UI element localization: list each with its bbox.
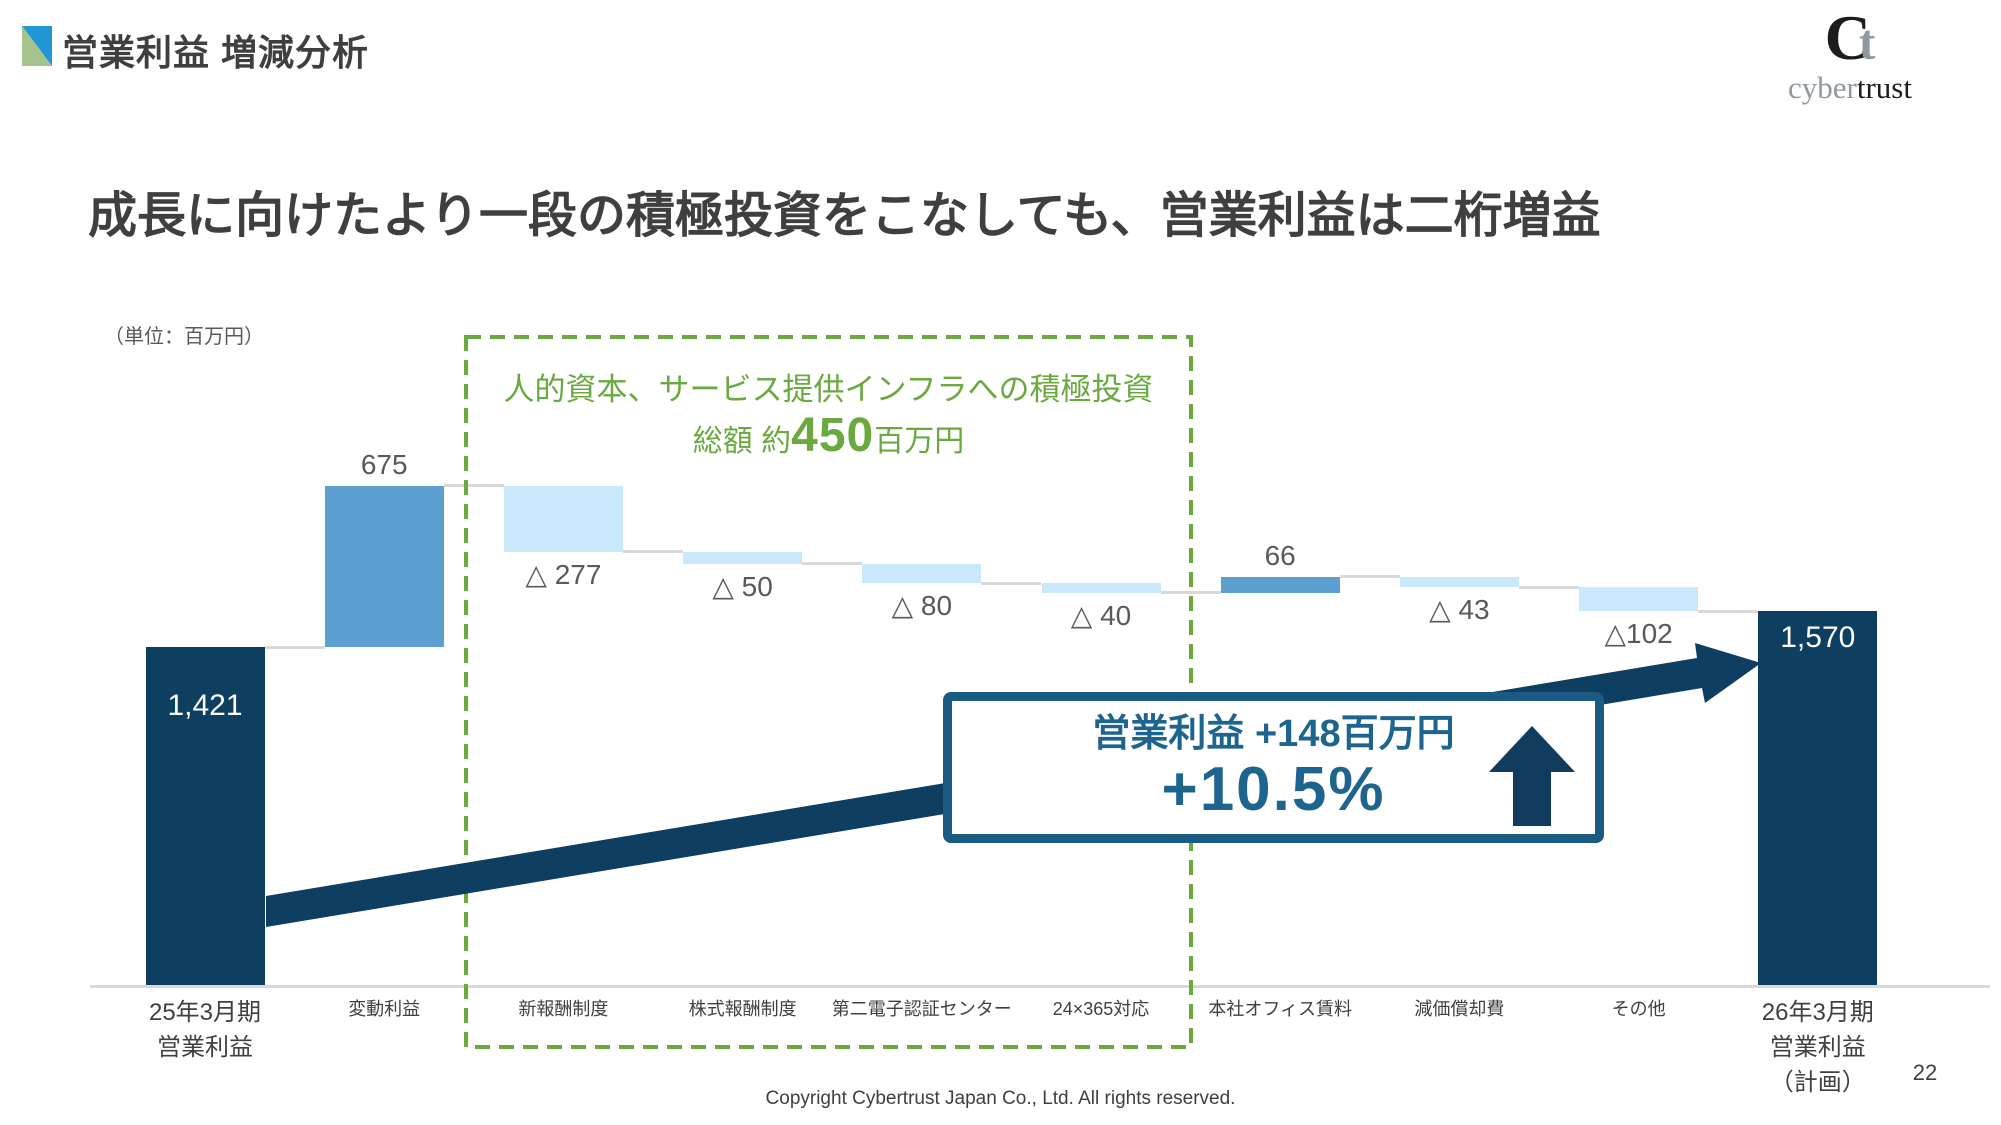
category-label: 本社オフィス賃料	[1208, 999, 1352, 1019]
title-bullet-icon	[22, 26, 52, 66]
connector-line	[802, 562, 863, 566]
investment-callout-title: 人的資本、サービス提供インフラへの積極投資	[503, 372, 1154, 407]
category-label: その他	[1611, 999, 1666, 1019]
profit-callout-percent: +10.5%	[1161, 754, 1386, 824]
waterfall-bar-1	[145, 647, 265, 987]
cybertrust-logo-word: cybertrust	[1788, 70, 1912, 105]
headline: 成長に向けたより一段の積極投資をこなしても、営業利益は二桁増益	[88, 189, 1601, 243]
x-axis-line	[90, 985, 1990, 988]
waterfall-bar-5	[862, 563, 982, 584]
bar-value-label: △ 40	[1070, 599, 1132, 631]
bar-value-label: 1,570	[1780, 621, 1856, 655]
cybertrust-logo-mark: Ct	[1758, 6, 1942, 70]
page-title: 営業利益 増減分析	[62, 32, 370, 73]
page-number: 22	[1912, 1060, 1938, 1085]
cybertrust-logo: Ct cybertrust	[1758, 6, 1942, 105]
connector-line	[1339, 575, 1400, 579]
bar-value-label: 66	[1264, 539, 1296, 571]
waterfall-bar-2	[324, 485, 444, 647]
copyright-footer: Copyright Cybertrust Japan Co., Ltd. All…	[765, 1088, 1236, 1109]
connector-line	[264, 645, 325, 649]
category-label: 変動利益	[348, 999, 421, 1019]
connector-line	[443, 484, 504, 488]
connector-line	[1160, 591, 1221, 595]
waterfall-bar-8	[1399, 576, 1519, 588]
profit-callout-amount: 営業利益 +148百万円	[1092, 713, 1455, 756]
connector-line	[1698, 609, 1759, 613]
waterfall-bar-7	[1220, 576, 1340, 593]
waterfall-bar-6	[1041, 583, 1161, 593]
logo-t-glyph: t	[1858, 14, 1876, 70]
unit-label: （単位：百万円）	[104, 326, 264, 348]
category-label: 25年3月期 営業利益	[148, 999, 262, 1061]
up-arrow-icon	[1489, 726, 1575, 826]
investment-callout-total: 総額 約450百万円	[692, 409, 965, 462]
waterfall-bar-3	[503, 485, 623, 552]
connector-line	[622, 550, 684, 554]
category-label: 減価償却費	[1414, 999, 1505, 1019]
profit-callout-box: 営業利益 +148百万円 +10.5%	[943, 692, 1604, 843]
waterfall-bar-4	[683, 551, 803, 564]
category-label: 26年3月期 営業利益 （計画）	[1761, 999, 1874, 1096]
connector-line	[981, 581, 1042, 585]
bar-value-label: 1,421	[167, 689, 243, 722]
bar-value-label: △ 43	[1429, 594, 1490, 626]
bar-value-label: △102	[1604, 618, 1673, 650]
connector-line	[1518, 585, 1580, 589]
bar-value-label: 675	[360, 448, 408, 480]
logo-c-glyph: C	[1824, 2, 1871, 73]
waterfall-bar-9	[1579, 587, 1699, 612]
waterfall-bar-10	[1758, 611, 1878, 987]
